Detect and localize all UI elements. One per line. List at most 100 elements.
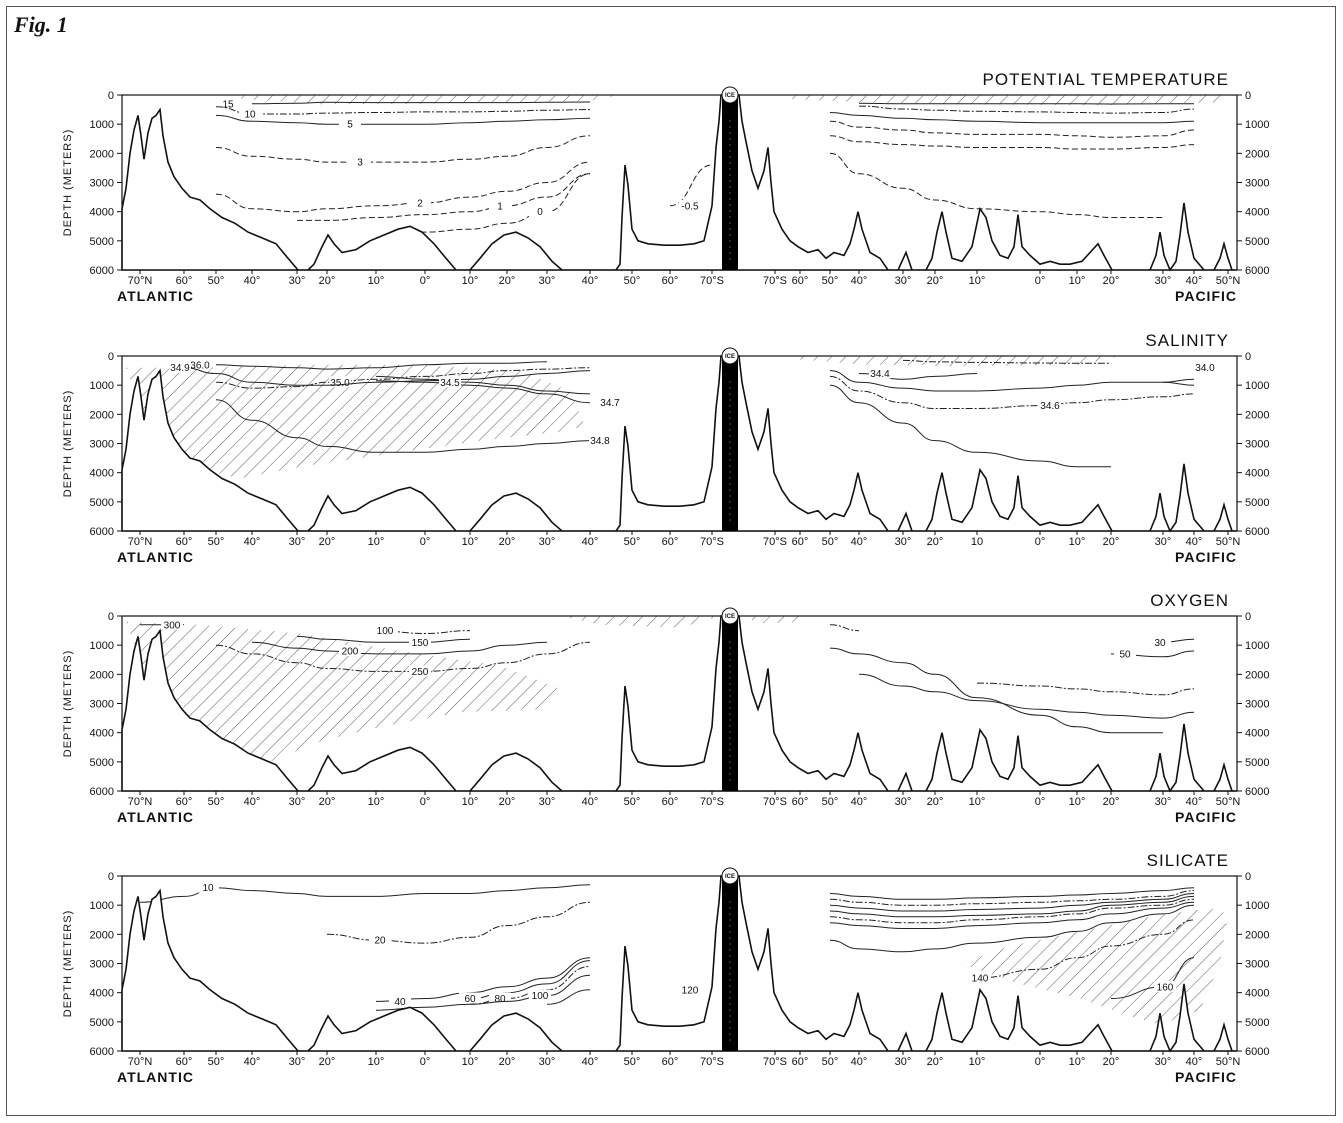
contour-line (829, 890, 1195, 906)
x-tick-label: 50°N (1216, 1056, 1241, 1068)
x-tick-label: 60° (176, 1056, 193, 1068)
seafloor-profile (121, 355, 1237, 533)
x-tick-label: 60° (176, 536, 193, 548)
x-tick-label: 50° (208, 536, 225, 548)
y-tick-label: 0 (1245, 351, 1251, 363)
x-tick-label: 30° (895, 536, 912, 548)
x-tick-label: 30° (289, 275, 306, 287)
ocean-label-left: ATLANTIC (117, 809, 194, 825)
contour-label: 100 (532, 991, 549, 1002)
x-tick-label: 20° (1103, 275, 1120, 287)
contour-label-bg (161, 618, 183, 630)
x-tick-label: 30° (539, 796, 556, 808)
x-tick-label: 50° (624, 536, 641, 548)
contour-label: 5 (347, 120, 353, 131)
x-tick-label: 20° (927, 275, 944, 287)
y-tick-label: 0 (108, 90, 114, 102)
contour-label-bg (869, 367, 891, 379)
hatched-water-mass (742, 616, 800, 624)
y-tick-label: 6000 (90, 786, 114, 798)
x-tick-label: 40° (1186, 1056, 1203, 1068)
x-tick-label: 20° (499, 1056, 516, 1068)
x-tick-label: 10° (368, 275, 385, 287)
x-tick-label: 60° (792, 796, 809, 808)
x-tick-label: 50° (624, 275, 641, 287)
contour-line (829, 384, 1111, 468)
x-tick-label: 70°N (128, 275, 153, 287)
x-tick-label: 30° (1155, 536, 1172, 548)
contour-line (976, 919, 1195, 979)
contour-line (375, 957, 591, 1002)
y-tick-label: 6000 (1245, 526, 1269, 538)
contour-label-bg (189, 358, 211, 370)
ice-label: ICE (725, 874, 735, 880)
x-tick-label: 20° (1103, 796, 1120, 808)
x-tick-label: 30° (539, 536, 556, 548)
x-tick-label: 20° (927, 536, 944, 548)
contour-label-bg (529, 205, 551, 217)
y-tick-label: 6000 (90, 526, 114, 538)
y-tick-label: 3000 (90, 178, 114, 190)
contour-label-bg (389, 995, 411, 1007)
y-tick-label: 5000 (1245, 497, 1269, 509)
x-tick-label: 30° (1155, 796, 1172, 808)
y-tick-label: 4000 (1245, 207, 1269, 219)
ice-label: ICE (725, 614, 735, 620)
y-tick-label: 5000 (90, 236, 114, 248)
y-tick-label: 5000 (90, 497, 114, 509)
y-tick-label: 0 (1245, 90, 1251, 102)
x-tick-label: 0° (1035, 796, 1046, 808)
x-tick-label: 40° (582, 1056, 599, 1068)
contour-line (251, 641, 548, 655)
contour-line (297, 173, 591, 221)
hatched-water-mass (560, 616, 720, 628)
y-tick-label: 5000 (1245, 1017, 1269, 1029)
x-tick-label: 10° (1069, 275, 1086, 287)
x-tick-label: 70°S (700, 796, 724, 808)
y-tick-label: 0 (1245, 611, 1251, 623)
contour-label-bg (589, 434, 611, 446)
ice-shelf-bar (722, 616, 738, 791)
x-tick-label: 40° (1186, 275, 1203, 287)
y-tick-label: 4000 (1245, 988, 1269, 1000)
contour-label: 3 (357, 158, 363, 169)
contour-line (829, 893, 1195, 912)
contour-line (546, 989, 591, 1005)
y-tick-label: 0 (108, 611, 114, 623)
x-tick-label: 50° (822, 796, 839, 808)
y-tick-label: 0 (108, 351, 114, 363)
x-tick-label: 50°N (1216, 275, 1241, 287)
contour-line (829, 135, 1195, 150)
contour-label: 2 (417, 198, 423, 209)
y-axis-label: DEPTH (METERS) (62, 390, 74, 498)
contour-line (375, 974, 591, 1011)
y-axis-label: DEPTH (METERS) (62, 129, 74, 237)
x-tick-label: 70°S (763, 275, 787, 287)
x-tick-label: 0° (420, 536, 431, 548)
section-panel-salinity: SALINITY 36.0 35.0 34.9 34.7 34.6 34.5 34.4 34.0… (62, 331, 1269, 565)
contour-label: 40 (394, 997, 406, 1008)
x-tick-label: 70°N (128, 1056, 153, 1068)
ice-circle (721, 607, 739, 625)
contour-label-bg (1194, 361, 1216, 373)
x-tick-label: 70°S (700, 1056, 724, 1068)
contour-line (215, 135, 591, 163)
x-tick-label: 20° (319, 1056, 336, 1068)
x-tick-label: 60° (662, 536, 679, 548)
contour-line (829, 904, 1195, 953)
y-tick-label: 2000 (90, 409, 114, 421)
x-tick-label: 70°S (700, 275, 724, 287)
y-tick-label: 4000 (90, 988, 114, 1000)
contour-label-bg (339, 645, 361, 656)
y-tick-label: 0 (1245, 871, 1251, 883)
contour-label: 160 (1157, 982, 1174, 993)
x-tick-label: 60° (662, 275, 679, 287)
ice-label: ICE (725, 93, 735, 99)
x-tick-label: 40° (244, 536, 261, 548)
contour-label: 20 (374, 936, 386, 947)
y-tick-label: 0 (108, 871, 114, 883)
x-tick-label: 60° (176, 796, 193, 808)
y-tick-label: 5000 (90, 757, 114, 769)
x-tick-label: 40° (582, 796, 599, 808)
